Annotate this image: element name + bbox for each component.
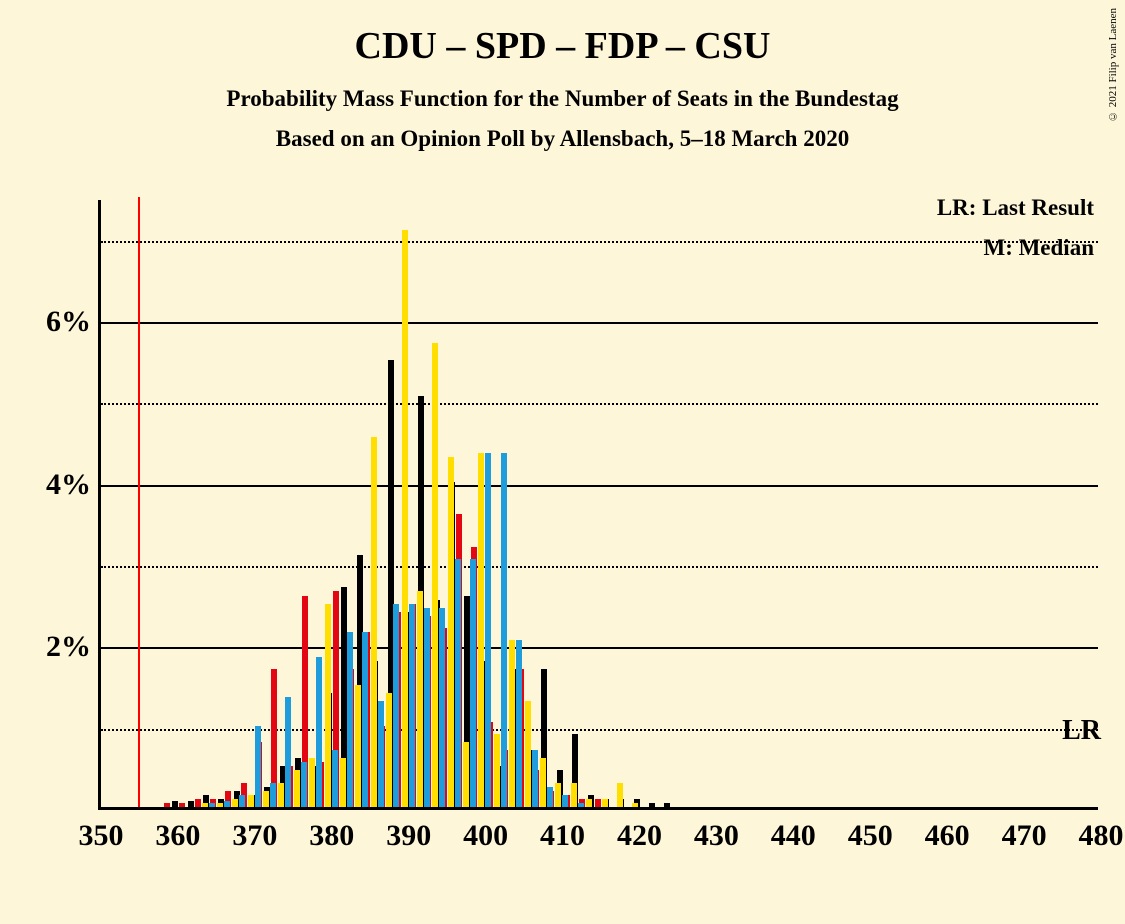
bar-blue [316,657,322,807]
bar-blue [439,608,445,807]
chart-title: CDU – SPD – FDP – CSU [0,0,1125,68]
bar-blue [393,604,399,807]
x-tick-label: 390 [386,819,431,853]
y-tick-label: 2% [46,630,91,664]
bar-red [595,799,601,807]
bar-black [172,801,178,808]
bar-yellow [617,783,623,807]
bar-blue [578,803,584,807]
bar-blue [209,803,215,807]
grid-minor [101,566,1098,568]
bar-yellow [309,758,315,807]
bar-blue [547,787,553,807]
bar-blue [516,640,522,807]
bar-blue [239,795,245,807]
x-tick-label: 380 [309,819,354,853]
x-tick-label: 360 [155,819,200,853]
bar-blue [255,726,261,807]
x-tick-label: 470 [1002,819,1047,853]
x-tick-label: 460 [925,819,970,853]
y-tick-label: 6% [46,305,91,339]
bar-yellow [540,758,546,807]
grid-major [101,322,1098,324]
y-tick-label: 4% [46,468,91,502]
x-tick-label: 350 [79,819,124,853]
bar-yellow [509,640,515,807]
bar-yellow [586,799,592,807]
bar-blue [470,559,476,807]
bar-blue [424,608,430,807]
lr-side-label: LR [1062,715,1101,747]
bar-yellow [494,734,500,807]
bar-yellow [340,758,346,807]
bar-red [164,803,170,807]
bar-yellow [525,701,531,807]
x-tick-label: 440 [771,819,816,853]
bar-yellow [555,783,561,807]
bar-yellow [278,783,284,807]
bar-yellow [417,591,423,807]
grid-minor [101,241,1098,243]
bar-yellow [248,795,254,807]
bar-blue [485,453,491,807]
x-tick-label: 410 [540,819,585,853]
bar-yellow [448,457,454,807]
bar-yellow [602,799,608,807]
bar-yellow [294,770,300,807]
x-tick-label: 400 [463,819,508,853]
bar-blue [347,632,353,807]
chart-subtitle-1: Probability Mass Function for the Number… [0,86,1125,112]
bar-blue [301,762,307,807]
grid-minor [101,729,1098,731]
bar-red [179,803,185,807]
chart-container: { "title": "CDU – SPD – FDP – CSU", "sub… [0,0,1125,924]
bar-black [649,803,655,807]
grid-minor [101,403,1098,405]
bar-red [195,799,201,807]
bar-yellow [571,783,577,807]
bar-yellow [371,437,377,807]
x-tick-label: 430 [694,819,739,853]
x-tick-label: 450 [848,819,893,853]
bar-yellow [263,791,269,807]
x-tick-label: 420 [617,819,662,853]
x-tick-label: 480 [1079,819,1124,853]
credit-text: © 2021 Filip van Laenen [1107,8,1119,122]
bar-blue [532,750,538,807]
bar-blue [270,783,276,807]
x-tick-label: 370 [232,819,277,853]
bar-yellow [202,803,208,807]
bar-blue [378,701,384,807]
bar-yellow [325,604,331,807]
bar-blue [285,697,291,807]
bar-black [188,801,194,808]
grid-major [101,647,1098,649]
grid-major [101,485,1098,487]
plot-area: LR: Last Result M: Median 2%4%6%35036037… [98,200,1098,810]
bar-yellow [432,343,438,807]
bar-blue [562,795,568,807]
bar-yellow [478,453,484,807]
bar-yellow [386,693,392,807]
bar-blue [455,559,461,807]
legend-lr: LR: Last Result [937,195,1094,221]
last-result-line [138,197,140,807]
bar-yellow [632,803,638,807]
bar-yellow [232,799,238,807]
chart-subtitle-2: Based on an Opinion Poll by Allensbach, … [0,126,1125,152]
bar-yellow [463,742,469,807]
legend-m: M: Median [983,235,1094,261]
bar-yellow [402,230,408,807]
bar-yellow [355,685,361,807]
bar-blue [409,604,415,807]
bar-blue [332,750,338,807]
bar-blue [224,801,230,808]
bar-blue [362,632,368,807]
bar-yellow [217,803,223,807]
bar-blue [501,453,507,807]
bar-black [664,803,670,807]
